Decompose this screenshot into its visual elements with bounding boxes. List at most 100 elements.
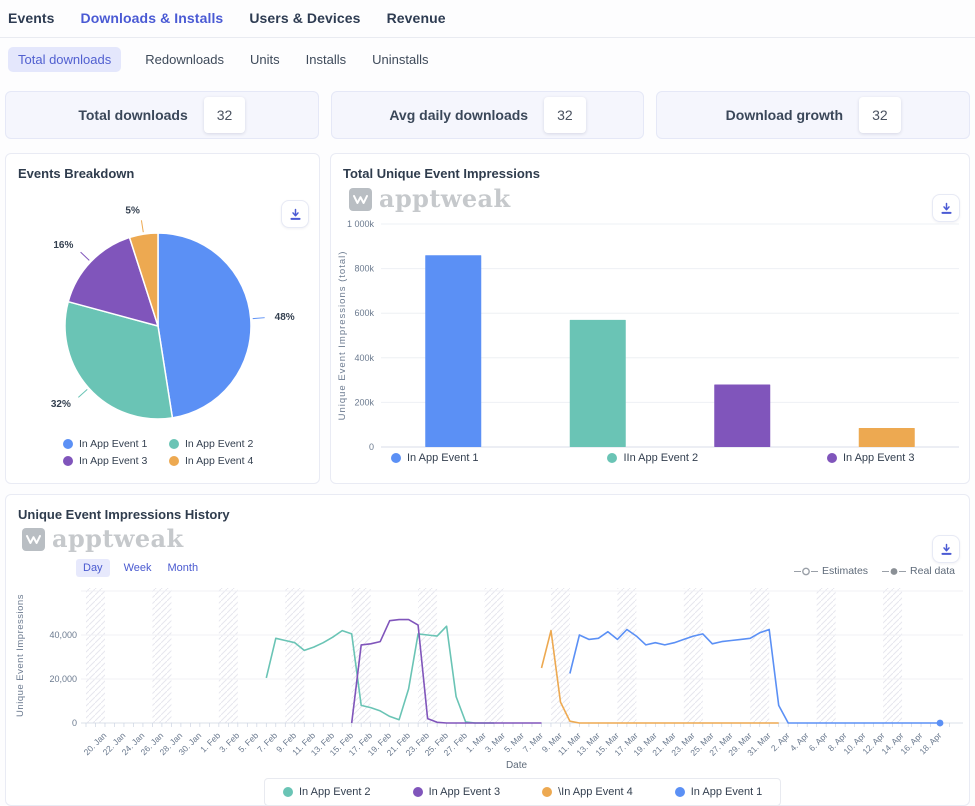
bar-y-tick-label: 0 — [369, 442, 374, 452]
legend-item-in-app-event-1[interactable]: In App Event 1 — [391, 452, 479, 464]
subnav-tab-redownloads[interactable]: Redownloads — [145, 52, 225, 67]
legend-item-in-app-event-3[interactable]: In App Event 3 — [412, 786, 500, 798]
sub-nav: Total downloads Redownloads Units Installs U… — [0, 38, 975, 81]
legend-item-in-app-event-2[interactable]: In App Event 2 — [283, 786, 371, 798]
impressions-history-line-chart: 0 20,000 40,000 20. Jan 22. Jan 24. Jan 26. Ja… — [11, 583, 966, 784]
legend-label: In App Event 3 — [842, 452, 915, 464]
bar-y-tick-label: 1 000k — [347, 219, 375, 229]
apptweak-wordmark: apptweak — [379, 184, 511, 213]
granularity-toggle: Day Week Month — [76, 559, 200, 577]
history-x-axis-title: Date — [506, 760, 528, 771]
impressions-history-panel: Unique Event Impressions History apptwea… — [5, 494, 970, 806]
history-x-tick-label: 1. Feb — [198, 730, 222, 754]
estimates-legend-item[interactable]: Estimates — [793, 565, 869, 577]
apptweak-logo-icon — [349, 187, 372, 211]
history-x-tick-label: 3. Mar — [483, 730, 507, 754]
legend-item-iin-app-event-2[interactable]: IIn App Event 2 — [607, 452, 698, 464]
download-icon — [288, 207, 303, 222]
bar-iin-app-event-2[interactable] — [569, 319, 626, 447]
legend-marker-icon — [283, 787, 293, 797]
legend-label: In App Event 1 — [407, 452, 479, 464]
stats-row: Total downloads 32 Avg daily downloads 32 Do… — [0, 81, 975, 143]
estimates-label: Estimates — [821, 565, 869, 577]
stat-label: Download growth — [725, 107, 844, 123]
bar-in-app-event-1[interactable] — [425, 255, 482, 447]
download-button[interactable] — [932, 194, 960, 222]
legend-marker-icon — [169, 439, 179, 449]
legend-item-in-app-event-1[interactable]: In App Event 1 — [63, 438, 167, 450]
legend-marker-icon — [169, 456, 179, 466]
subnav-tab-total-downloads[interactable]: Total downloads — [8, 47, 122, 72]
subnav-tab-units[interactable]: Units — [250, 52, 280, 67]
pie-percent-label: 32% — [51, 399, 71, 410]
real-data-marker-icon — [882, 567, 907, 576]
pie-slice-in-app-event-2[interactable] — [64, 300, 174, 420]
download-button[interactable] — [281, 200, 309, 228]
history-x-tick-label: 18. Apr — [917, 730, 943, 756]
apptweak-watermark: apptweak — [349, 187, 511, 211]
real-data-legend-item[interactable]: Real data — [882, 565, 955, 577]
nav-tab-downloads-installs[interactable]: Downloads & Installs — [80, 10, 224, 26]
toggle-week[interactable]: Week — [123, 562, 152, 574]
estimates-legend: Estimates Real data — [793, 565, 955, 577]
download-icon — [939, 201, 954, 216]
total-impressions-bar-chart: 0 200k 400k 600k 800k 1 000k Unique Event Impr… — [331, 214, 971, 463]
pie-slice-in-app-event-3[interactable] — [67, 236, 159, 327]
history-x-tick-label: 6. Apr — [807, 730, 830, 753]
apptweak-watermark: apptweak — [22, 527, 184, 551]
subnav-tab-installs[interactable]: Installs — [305, 52, 347, 67]
line-series-in-app-event-2[interactable] — [265, 625, 494, 724]
apptweak-wordmark: apptweak — [52, 524, 184, 553]
pie-slice-in-app-event-1[interactable] — [157, 232, 252, 419]
line-series-in-app-event-3[interactable] — [350, 618, 542, 724]
legend-item-in-app-event-1[interactable]: In App Event 1 — [674, 786, 763, 798]
real-data-label: Real data — [910, 565, 955, 577]
stat-card-total-downloads: Total downloads 32 — [5, 91, 319, 139]
events-breakdown-title: Events Breakdown — [18, 166, 135, 181]
events-breakdown-pie-chart: 48% 32% 16% 5% — [6, 194, 321, 444]
legend-item-in-app-event-4[interactable]: \In App Event 4 — [542, 786, 633, 798]
history-legend: In App Event 2 In App Event 3 \In App Even… — [264, 778, 782, 806]
legend-item-in-app-event-3[interactable]: In App Event 3 — [63, 455, 167, 467]
subnav-tab-uninstalls[interactable]: Uninstalls — [372, 52, 429, 67]
legend-marker-icon — [542, 787, 553, 797]
nav-tab-users-devices[interactable]: Users & Devices — [249, 10, 361, 26]
legend-label: In App Event 2 — [185, 438, 254, 450]
legend-label: In App Event 3 — [79, 455, 148, 467]
stat-value: 32 — [203, 97, 246, 133]
legend-label: In App Event 1 — [79, 438, 148, 450]
history-y-tick-label: 20,000 — [49, 674, 77, 684]
impressions-history-title: Unique Event Impressions History — [18, 507, 230, 522]
bar-in-app-event-4[interactable] — [858, 428, 915, 447]
legend-marker-icon — [391, 453, 401, 463]
history-x-tick-label: 5. Mar — [502, 730, 526, 754]
history-x-tick-label: 7. Mar — [521, 730, 545, 754]
toggle-day[interactable]: Day — [76, 559, 110, 577]
legend-item-in-app-event-2[interactable]: In App Event 2 — [169, 438, 253, 450]
legend-label: In App Event 4 — [185, 455, 254, 467]
line-series-in-app-event-4[interactable] — [540, 629, 779, 724]
stat-card-download-growth: Download growth 32 — [656, 91, 971, 139]
toggle-month[interactable]: Month — [167, 562, 199, 574]
history-x-tick-label: 4. Apr — [788, 730, 811, 753]
nav-tab-events[interactable]: Events — [8, 10, 55, 26]
legend-marker-icon — [826, 453, 837, 463]
legend-item-in-app-event-3[interactable]: In App Event 3 — [826, 452, 915, 464]
legend-label: In App Event 1 — [690, 786, 763, 798]
download-button[interactable] — [932, 535, 960, 563]
download-icon — [939, 542, 954, 557]
bar-y-tick-label: 200k — [354, 397, 374, 407]
history-x-tick-label: 1. Mar — [464, 730, 488, 754]
line-series-in-app-event-1[interactable] — [569, 628, 940, 724]
estimates-marker-icon — [793, 567, 818, 576]
legend-item-in-app-event-4[interactable]: In App Event 4 — [169, 455, 253, 467]
nav-tab-revenue[interactable]: Revenue — [386, 10, 446, 26]
pie-percent-label: 48% — [275, 312, 295, 323]
pie-slice-in-app-event-4[interactable] — [128, 232, 159, 327]
stat-value: 32 — [859, 97, 901, 133]
history-y-tick-label: 40,000 — [49, 630, 77, 640]
history-y-axis-title: Unique Event Impressions — [15, 594, 26, 717]
bar-in-app-event-3[interactable] — [714, 384, 771, 447]
pie-legend: In App Event 1 In App Event 2 In App Event… — [63, 438, 253, 467]
total-impressions-panel: Total Unique Event Impressions apptweak … — [330, 153, 970, 484]
